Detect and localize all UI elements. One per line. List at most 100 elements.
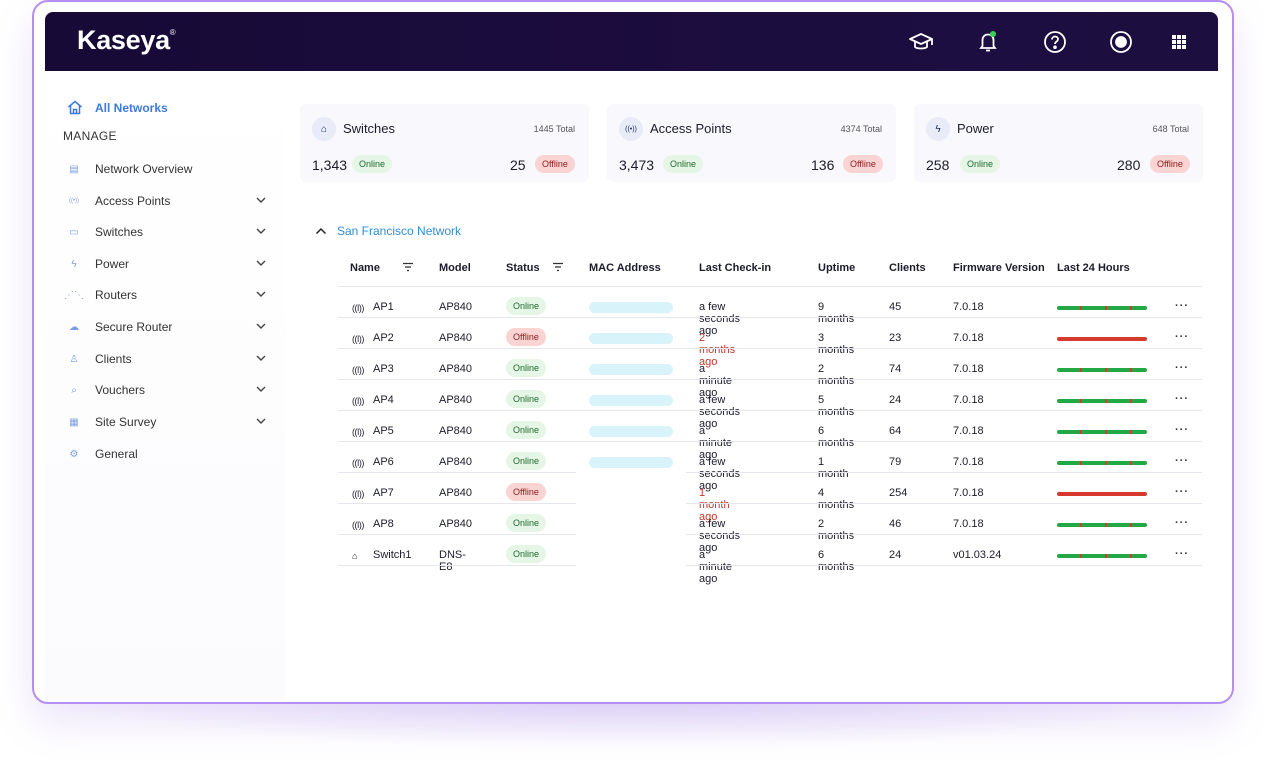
column-header-firmware-version[interactable]: Firmware Version xyxy=(953,262,1045,274)
row-more-button[interactable]: ··· xyxy=(1175,393,1189,405)
chevron-down-icon[interactable] xyxy=(256,289,266,299)
sidebar-item-secure-router[interactable]: ☁ Secure Router xyxy=(67,316,272,338)
column-header-last-24-hours[interactable]: Last 24 Hours xyxy=(1057,262,1130,274)
firmware-version: 7.0.18 xyxy=(953,487,984,499)
chevron-down-icon[interactable] xyxy=(256,226,266,236)
switch-icon: ▭ xyxy=(69,226,79,238)
sidebar-item-vouchers[interactable]: ⌕ Vouchers xyxy=(67,379,272,401)
row-more-button[interactable]: ··· xyxy=(1175,331,1189,343)
network-group-toggle[interactable]: San Francisco Network xyxy=(315,224,461,238)
device-name[interactable]: AP8 xyxy=(373,518,394,530)
apps-grid-icon[interactable] xyxy=(1166,29,1192,55)
user-icon[interactable] xyxy=(1108,29,1134,55)
sidebar-item-access-points[interactable]: ((•)) Access Points xyxy=(67,190,272,212)
kaseya-logo[interactable]: Kaseya® xyxy=(77,25,176,55)
sidebar-all-networks[interactable]: All Networks xyxy=(67,100,168,115)
device-name[interactable]: AP6 xyxy=(373,456,394,468)
row-more-button[interactable]: ··· xyxy=(1175,424,1189,436)
uptime: 9 months xyxy=(818,301,855,325)
row-more-button[interactable]: ··· xyxy=(1175,486,1189,498)
chevron-down-icon[interactable] xyxy=(256,258,266,268)
sidebar-item-label: General xyxy=(95,447,138,461)
mac-address-redacted xyxy=(589,364,673,375)
status-filter-icon[interactable] xyxy=(552,262,564,272)
access-point-icon: ((ǀ)) xyxy=(352,396,364,406)
sidebar-item-network-overview[interactable]: ▤ Network Overview xyxy=(67,158,272,180)
last-check-in: a few seconds ago xyxy=(699,394,740,430)
status-badge: Online xyxy=(506,421,547,439)
device-name[interactable]: AP2 xyxy=(373,332,394,344)
sidebar-item-switches[interactable]: ▭ Switches xyxy=(67,221,272,243)
row-more-button[interactable]: ··· xyxy=(1175,548,1189,560)
online-count: 3,473 xyxy=(619,157,655,173)
summary-card-power[interactable]: ϟ Power 648 Total 258 Online 280 Offline xyxy=(914,104,1203,182)
row-more-button[interactable]: ··· xyxy=(1175,300,1189,312)
device-model: AP840 xyxy=(439,518,473,530)
device-model: AP840 xyxy=(439,425,473,437)
chevron-down-icon[interactable] xyxy=(256,416,266,426)
bell-icon[interactable] xyxy=(975,29,1001,55)
row-divider xyxy=(686,534,1202,535)
manage-section-label: MANAGE xyxy=(63,129,117,143)
all-networks-label: All Networks xyxy=(95,100,168,115)
mac-address-redacted xyxy=(589,395,673,406)
device-name[interactable]: AP1 xyxy=(373,301,394,313)
offline-badge: Offline xyxy=(843,155,883,173)
column-header-clients[interactable]: Clients xyxy=(889,262,926,274)
status-badge: Offline xyxy=(506,483,546,501)
card-title: Switches xyxy=(343,121,396,136)
card-title: Access Points xyxy=(650,121,732,136)
sidebar-item-label: Site Survey xyxy=(95,415,157,429)
settings-icon: ⚙ xyxy=(69,448,79,460)
sidebar-item-label: Clients xyxy=(95,352,132,366)
help-icon[interactable] xyxy=(1042,29,1068,55)
graduation-cap-icon[interactable] xyxy=(908,29,934,55)
row-more-button[interactable]: ··· xyxy=(1175,517,1189,529)
client-icon: ♙ xyxy=(69,353,79,365)
sidebar-item-power[interactable]: ϟ Power xyxy=(67,253,272,275)
client-count: 64 xyxy=(889,425,902,437)
status-badge: Online xyxy=(506,359,547,377)
cloud-router-icon: ☁ xyxy=(69,321,79,333)
summary-card-access-points[interactable]: ((•)) Access Points 4374 Total 3,473 Online 1… xyxy=(607,104,896,182)
device-name[interactable]: AP4 xyxy=(373,394,394,406)
access-point-icon: ((ǀ)) xyxy=(352,427,364,437)
column-header-uptime[interactable]: Uptime xyxy=(818,262,856,274)
chevron-down-icon[interactable] xyxy=(256,195,266,205)
column-header-status[interactable]: Status xyxy=(506,262,540,274)
sidebar-item-label: Switches xyxy=(95,225,144,239)
device-model: AP840 xyxy=(439,332,473,344)
network-name: San Francisco Network xyxy=(337,224,462,238)
switch-icon: ⌂ xyxy=(312,117,336,141)
sidebar-item-general[interactable]: ⚙ General xyxy=(67,443,272,465)
row-divider xyxy=(338,410,1202,411)
sidebar-item-site-survey[interactable]: ▦ Site Survey xyxy=(67,411,272,433)
router-icon: ⋰⋱ xyxy=(64,289,84,301)
online-badge: Online xyxy=(960,155,1001,173)
column-header-last-check-in[interactable]: Last Check-in xyxy=(699,262,772,274)
row-more-button[interactable]: ··· xyxy=(1175,455,1189,467)
column-header-mac-address[interactable]: MAC Address xyxy=(589,262,661,274)
summary-card-switches[interactable]: ⌂ Switches 1445 Total 1,343 Online 25 Offline xyxy=(300,104,589,182)
last-check-in: 1 month ago xyxy=(699,487,730,523)
column-header-model[interactable]: Model xyxy=(439,262,471,274)
firmware-version: v01.03.24 xyxy=(953,549,1002,561)
chevron-up-icon xyxy=(315,227,327,235)
sidebar-item-clients[interactable]: ♙ Clients xyxy=(67,348,272,370)
sidebar-item-label: Secure Router xyxy=(95,320,173,334)
device-name[interactable]: Switch1 xyxy=(373,549,412,561)
name-filter-icon[interactable] xyxy=(402,262,414,272)
sidebar-item-routers[interactable]: ⋰⋱ Routers xyxy=(64,284,272,306)
app-window: Kaseya® xyxy=(45,12,1218,700)
chevron-down-icon[interactable] xyxy=(256,353,266,363)
chevron-down-icon[interactable] xyxy=(256,384,266,394)
device-name[interactable]: AP7 xyxy=(373,487,394,499)
column-header-name[interactable]: Name xyxy=(350,262,380,274)
row-more-button[interactable]: ··· xyxy=(1175,362,1189,374)
device-name[interactable]: AP5 xyxy=(373,425,394,437)
device-name[interactable]: AP3 xyxy=(373,363,394,375)
firmware-version: 7.0.18 xyxy=(953,425,984,437)
device-model: AP840 xyxy=(439,301,473,313)
uptime-sparkline xyxy=(1057,368,1147,372)
chevron-down-icon[interactable] xyxy=(256,321,266,331)
